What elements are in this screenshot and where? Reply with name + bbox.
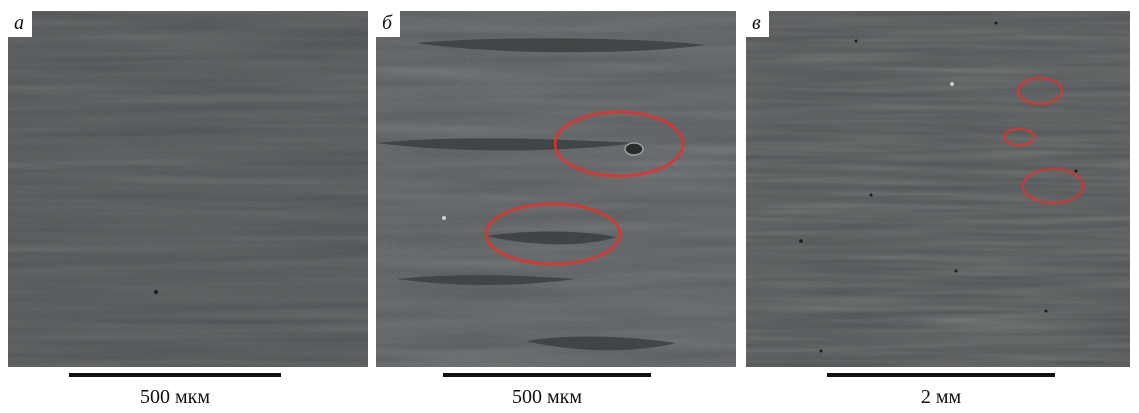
panel-label-b: б	[376, 11, 401, 37]
micrograph-panel-c: в	[746, 11, 1130, 367]
highlight-ring	[553, 110, 685, 178]
scale-bar-b: 500 мкм	[437, 373, 657, 413]
highlight-ring	[1022, 168, 1084, 204]
scale-bar-label: 500 мкм	[139, 386, 211, 408]
scale-bar-line	[443, 373, 651, 377]
micrograph-panel-a: а	[8, 11, 368, 367]
scale-bar-label: 500 мкм	[511, 386, 583, 408]
scale-bar-a: 500 мкм	[53, 373, 297, 413]
micrograph-image-b	[376, 11, 736, 367]
scale-bar-label: 2 мм	[920, 386, 962, 408]
micrograph-panel-b: б	[376, 11, 736, 367]
micrograph-image-c	[746, 11, 1130, 367]
scale-bar-c: 2 мм	[826, 373, 1056, 413]
scale-bar-line	[69, 373, 281, 377]
panel-label-a: а	[8, 11, 32, 37]
highlight-ring	[484, 202, 622, 266]
highlight-ring	[1003, 128, 1035, 146]
highlight-ring	[1017, 77, 1063, 105]
micrograph-image-a	[8, 11, 368, 367]
panel-label-c: в	[746, 11, 769, 37]
scale-bar-line	[827, 373, 1055, 377]
